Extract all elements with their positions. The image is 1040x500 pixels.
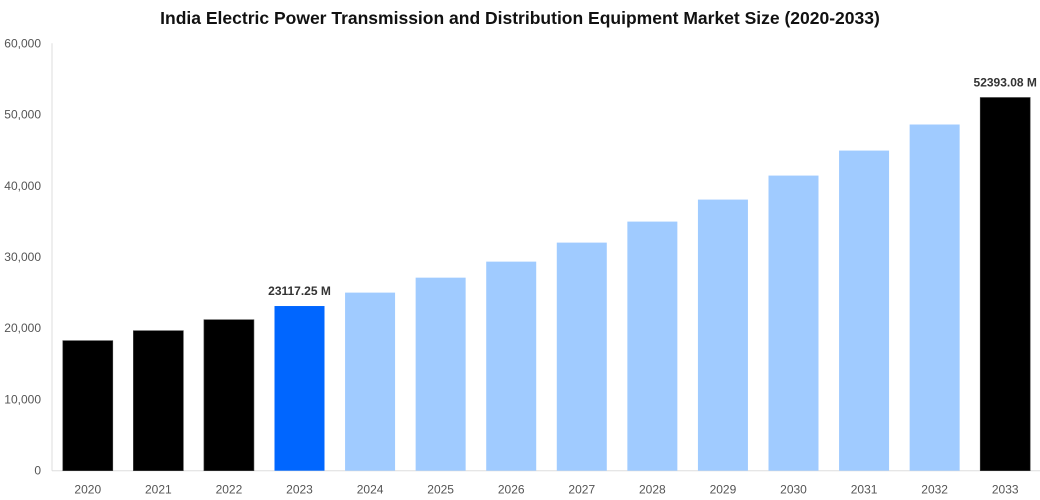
bar-2024 (345, 292, 396, 471)
x-tick-label: 2022 (216, 483, 243, 497)
chart-title: India Electric Power Transmission and Di… (160, 8, 880, 28)
bar-2026 (486, 261, 537, 471)
x-tick-label: 2030 (780, 483, 807, 497)
bar-2022 (203, 319, 255, 471)
data-label-2033: 52393.08 M (974, 75, 1037, 89)
bar-2023 (274, 306, 325, 471)
bar-2031 (839, 150, 890, 471)
y-tick-label: 10,000 (4, 392, 41, 406)
y-tick-label: 0 (34, 464, 41, 478)
y-tick-label: 60,000 (4, 36, 41, 50)
x-tick-label: 2031 (851, 483, 878, 497)
bar-2027 (556, 242, 607, 471)
x-tick-label: 2028 (639, 483, 666, 497)
y-tick-label: 50,000 (4, 108, 41, 122)
x-tick-label: 2033 (992, 483, 1019, 497)
bar-2029 (697, 199, 748, 471)
bar-2030 (768, 175, 819, 471)
x-tick-label: 2032 (921, 483, 948, 497)
data-label-2023: 23117.25 M (268, 284, 331, 298)
bar-2025 (415, 277, 466, 471)
bar-2020 (62, 340, 114, 471)
bar-2033 (979, 97, 1031, 472)
x-tick-label: 2025 (427, 483, 454, 497)
x-tick-label: 2020 (74, 483, 101, 497)
x-tick-label: 2021 (145, 483, 172, 497)
x-tick-label: 2027 (568, 483, 595, 497)
x-tick-label: 2023 (286, 483, 313, 497)
bar-2021 (133, 330, 184, 472)
bar-2032 (909, 124, 960, 471)
y-tick-label: 20,000 (4, 321, 41, 335)
x-tick-label: 2026 (498, 483, 525, 497)
x-tick-label: 2029 (710, 483, 737, 497)
x-tick-label: 2024 (357, 483, 384, 497)
y-tick-label: 30,000 (4, 250, 41, 264)
bar-2028 (627, 221, 678, 471)
y-tick-label: 40,000 (4, 179, 41, 193)
